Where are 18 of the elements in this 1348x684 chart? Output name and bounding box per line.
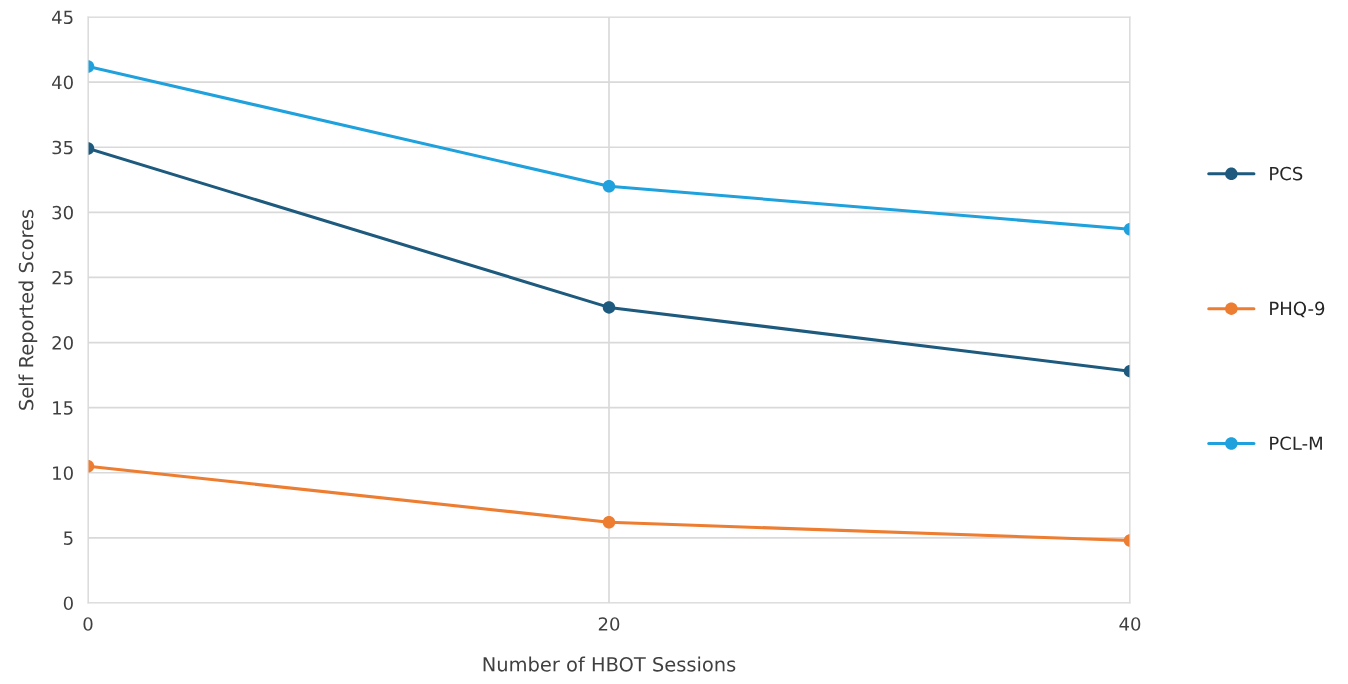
y-tick-label: 25 [52,270,73,285]
legend-label: PCS [1270,166,1303,181]
y-tick-label: 10 [53,466,73,480]
y-tick-label: 5 [64,531,73,546]
y-axis-title: Self Reported Scores [18,209,38,410]
y-tick-label: 0 [63,596,73,611]
x-tick-label: 40 [1119,617,1141,631]
x-tick-label: 20 [598,617,620,631]
legend-label: PHQ-9 [1270,301,1325,318]
x-tick-label: 0 [83,617,93,631]
x-axis-title: Number of HBOT Sessions [483,656,736,672]
y-tick-label: 30 [52,205,73,220]
y-tick-label: 45 [52,10,73,25]
y-tick-label: 35 [52,140,73,155]
y-tick-label: 40 [52,75,73,90]
legend-label: PCL-M [1270,436,1322,451]
y-tick-label: 15 [53,401,73,415]
y-tick-label: 20 [52,336,73,350]
